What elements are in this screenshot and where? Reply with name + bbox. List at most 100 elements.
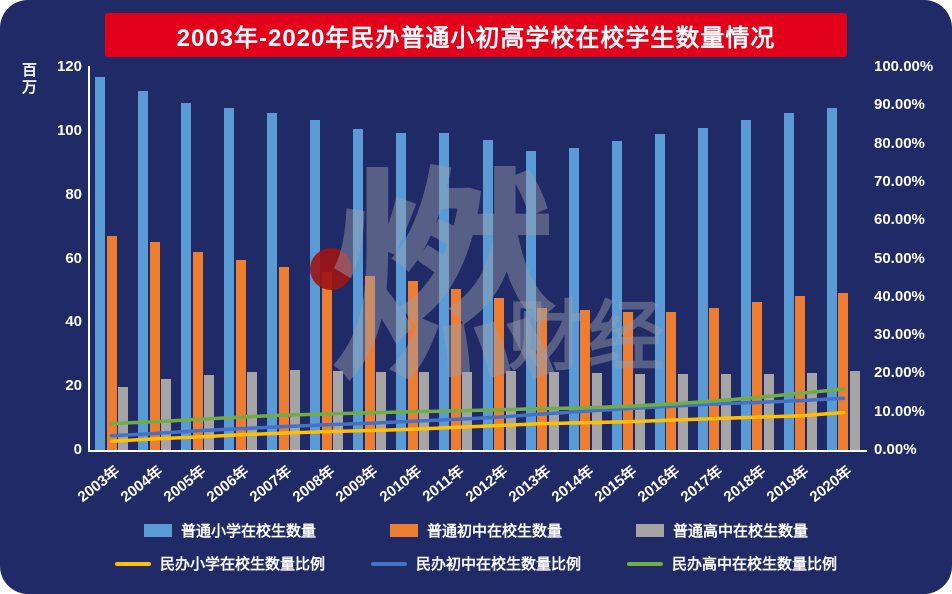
legend-item: 普通初中在校生数量: [389, 520, 562, 541]
left-axis-tick-label: 120: [56, 58, 82, 75]
chart-title: 2003年-2020年民办普通小初高学校在校学生数量情况: [176, 24, 776, 52]
legend-bar-swatch: [636, 524, 664, 537]
legend-label: 民办初中在校生数量比例: [415, 556, 581, 573]
bar: [591, 373, 602, 450]
x-axis-tick-label: 2013年: [505, 462, 554, 506]
bar: [763, 374, 774, 450]
legend-label: 民办小学在校生数量比例: [159, 556, 325, 573]
bar: [720, 374, 731, 450]
bar: [826, 107, 837, 450]
x-axis-tick-label: 2019年: [763, 462, 813, 506]
bar: [310, 120, 321, 450]
title-banner: 2003年-2020年民办普通小初高学校在校学生数量情况: [105, 13, 847, 57]
legend-label: 普通初中在校生数量: [426, 523, 562, 540]
right-axis-tick-label: 100.00%: [874, 58, 934, 75]
x-axis-tick-label: 2017年: [677, 462, 727, 506]
bar: [525, 151, 536, 450]
line-series: [109, 396, 846, 438]
right-axis-tick-label: 0.00%: [874, 441, 917, 458]
bar: [321, 271, 332, 450]
legend-row-lines: 民办小学在校生数量比例 民办初中在校生数量比例 民办高中在校生数量比例: [0, 553, 952, 574]
bar: [278, 266, 289, 450]
left-axis-tick-label: 20: [65, 377, 82, 395]
legend: 普通小学在校生数量 普通初中在校生数量 普通高中在校生数量 民办小学在校生数量比例民…: [0, 520, 952, 574]
bar: [106, 236, 117, 450]
left-axis-tick-label: 100: [56, 121, 82, 139]
bar: [138, 90, 149, 450]
x-axis-tick-label: 2014年: [548, 462, 597, 506]
legend-item: 民办小学在校生数量比例: [114, 553, 325, 574]
bar: [407, 281, 418, 450]
line-series: [109, 410, 846, 443]
bar: [611, 140, 622, 450]
right-axis-tick-label: 70.00%: [874, 172, 925, 190]
bar: [439, 133, 450, 450]
bar: [494, 298, 505, 450]
x-axis-tick-label: 2009年: [333, 462, 382, 506]
x-axis-tick-label: 2020年: [806, 462, 856, 506]
right-axis-tick-label: 40.00%: [874, 287, 925, 305]
bar: [333, 370, 344, 450]
bar: [450, 288, 461, 450]
bar: [204, 375, 215, 450]
x-axis-tick-label: 2015年: [591, 462, 641, 506]
bar: [634, 374, 645, 450]
bar: [267, 112, 278, 450]
legend-item: 民办高中在校生数量比例: [627, 553, 837, 574]
legend-label: 民办高中在校生数量比例: [672, 556, 838, 573]
legend-line-swatch: [627, 561, 663, 566]
legend-label: 普通高中在校生数量: [673, 523, 809, 540]
bar: [666, 311, 677, 450]
bar: [783, 112, 794, 450]
bar: [376, 372, 387, 450]
legend-label: 普通小学在校生数量: [180, 523, 316, 540]
bar: [537, 308, 548, 450]
legend-item: 普通小学在校生数量: [143, 520, 316, 541]
right-axis-tick-label: 20.00%: [874, 364, 925, 382]
x-axis-tick-label: 2011年: [419, 462, 468, 506]
x-axis-tick-label: 2016年: [634, 462, 684, 506]
right-axis-tick-label: 80.00%: [874, 134, 925, 152]
bar: [95, 76, 106, 450]
bar: [149, 241, 160, 450]
bar: [806, 373, 817, 450]
bar: [181, 103, 192, 450]
bar: [505, 371, 516, 450]
right-axis-tick-label: 30.00%: [874, 326, 925, 344]
bar: [709, 308, 720, 450]
left-axis-tick-label: 0: [73, 441, 82, 458]
bar: [419, 372, 430, 450]
legend-item: 民办初中在校生数量比例: [370, 553, 581, 574]
bar: [568, 148, 579, 450]
x-axis-tick-label: 2004年: [117, 462, 167, 506]
legend-row-bars: 普通小学在校生数量 普通初中在校生数量 普通高中在校生数量: [0, 520, 952, 541]
bar: [697, 127, 708, 450]
x-axis-tick-label: 2018年: [720, 462, 770, 506]
bar: [224, 108, 235, 450]
x-axis-tick-label: 2010年: [376, 462, 425, 506]
x-axis-tick-label: 2008年: [290, 462, 339, 506]
left-axis-tick-label: 60: [65, 249, 82, 267]
line-series: [109, 387, 846, 426]
bar: [462, 371, 473, 450]
x-axis-tick-label: 2005年: [160, 462, 210, 506]
bar: [364, 276, 375, 450]
x-axis-tick-label: 2006年: [203, 462, 253, 506]
y-axis-line: [88, 66, 90, 452]
bar: [353, 128, 364, 450]
bar: [482, 140, 493, 450]
bar: [740, 119, 751, 450]
legend-bar-swatch: [143, 524, 172, 537]
legend-item: 普通高中在校生数量: [636, 520, 808, 541]
bar: [118, 387, 129, 450]
bar: [247, 371, 258, 450]
bar: [677, 374, 688, 450]
bar: [838, 293, 849, 450]
left-axis-tick-label: 80: [65, 185, 82, 203]
bar: [849, 370, 860, 450]
right-axis-tick-label: 10.00%: [874, 402, 925, 420]
right-axis-tick-label: 90.00%: [874, 96, 925, 114]
left-axis-title: 百万: [20, 62, 37, 96]
bar: [290, 369, 301, 450]
